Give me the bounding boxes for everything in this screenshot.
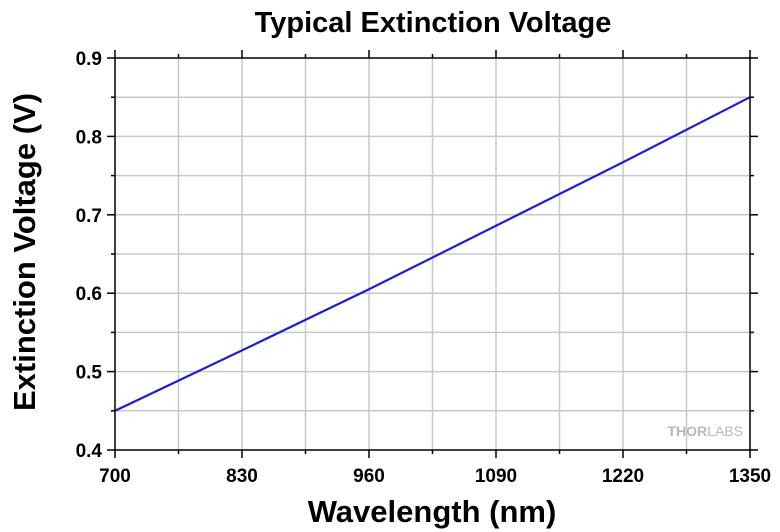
x-tick-label: 700 [99, 466, 131, 487]
x-tick-label: 960 [353, 466, 385, 487]
watermark-thor: THOR [668, 423, 708, 439]
y-tick-label: 0.5 [76, 363, 103, 384]
y-tick-label: 0.4 [76, 441, 103, 462]
thorlabs-watermark: THORLABS [668, 423, 743, 439]
x-tick-label: 830 [226, 466, 258, 487]
y-axis-ticks: 0.4 0.5 0.6 0.7 0.8 0.9 [76, 49, 758, 462]
data-series [114, 96, 751, 412]
x-tick-label: 1220 [602, 466, 644, 487]
x-axis-label: Wavelength (nm) [308, 494, 557, 529]
x-tick-label: 1090 [475, 466, 517, 487]
chart-title: Typical Extinction Voltage [255, 7, 612, 39]
y-tick-label: 0.9 [76, 49, 102, 70]
y-tick-label: 0.7 [76, 206, 102, 227]
y-tick-label: 0.6 [76, 284, 102, 305]
y-axis-label: Extinction Voltage (V) [7, 93, 42, 411]
y-tick-label: 0.8 [76, 127, 102, 148]
x-tick-label: 1350 [729, 466, 771, 487]
watermark-labs: LABS [707, 423, 743, 439]
grid-lines [115, 58, 750, 450]
x-axis-ticks: 700 830 960 1090 1220 1350 [99, 50, 771, 487]
series-line [114, 96, 751, 412]
